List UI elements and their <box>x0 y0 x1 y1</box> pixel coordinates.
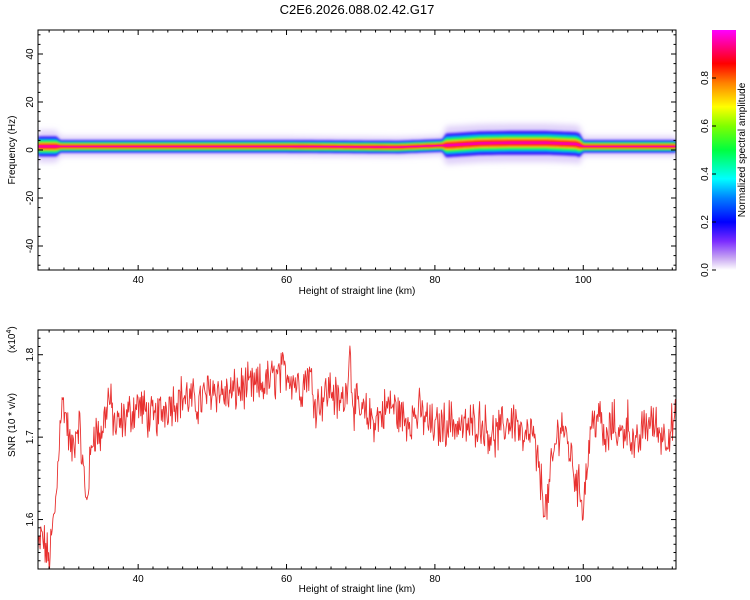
y-tick-label: 40 <box>25 48 36 60</box>
x-tick-label: 60 <box>281 275 293 286</box>
spectrogram-panel: 40 60 80 100 40 20 0 -20 -40 Height of straight … <box>7 29 677 297</box>
x-tick-label: 80 <box>429 574 441 585</box>
snr-frame <box>37 329 677 570</box>
snr-ylabel: SNR (10 * v/v) <box>7 393 18 457</box>
y-tick-label: 1.6 <box>25 512 36 526</box>
y-tick-label: -40 <box>25 238 36 253</box>
y-tick-label: 1.8 <box>25 347 36 361</box>
spectrogram-xlabel: Height of straight line (km) <box>299 286 416 297</box>
x-tick-label: 80 <box>429 275 441 286</box>
x-tick-label: 40 <box>133 574 145 585</box>
colorbar-tick-label: 0.8 <box>700 71 711 85</box>
colorbar-tick-label: 0.0 <box>700 263 711 277</box>
colorbar-scale <box>712 30 736 270</box>
spectrogram-ridge <box>38 123 676 165</box>
snr-series-line <box>38 345 676 569</box>
snr-xlabel: Height of straight line (km) <box>299 584 416 595</box>
snr-ticks: 40 60 80 100 1.6 1.7 1.8 <box>25 330 676 585</box>
y-tick-label: 0 <box>25 147 36 153</box>
colorbar-tick-label: 0.4 <box>700 167 711 181</box>
y-tick-label: 20 <box>25 96 36 108</box>
x-tick-label: 40 <box>133 275 145 286</box>
spectrogram-ticks: 40 60 80 100 40 20 0 -20 -40 <box>25 30 676 286</box>
colorbar: 0.0 0.2 0.4 0.6 0.8 Normalized spectral ampl… <box>700 30 748 277</box>
colorbar-label: Normalized spectral amplitude <box>737 82 748 217</box>
y-tick-label: -20 <box>25 190 36 205</box>
x-tick-label: 100 <box>575 275 592 286</box>
spectrogram-ylabel: Frequency (Hz) <box>7 116 18 185</box>
colorbar-ticks: 0.0 0.2 0.4 0.6 0.8 <box>700 71 716 277</box>
x-tick-label: 100 <box>575 574 592 585</box>
snr-panel: 40 60 80 100 1.6 1.7 1.8 Height of straight li… <box>6 326 677 595</box>
y-tick-label: 1.7 <box>25 430 36 444</box>
snr-scale-label: (x104) <box>6 326 18 353</box>
x-tick-label: 60 <box>281 574 293 585</box>
colorbar-tick-label: 0.6 <box>700 119 711 133</box>
colorbar-tick-label: 0.2 <box>700 215 711 229</box>
figure-title: C2E6.2026.088.02.42.G17 <box>280 2 435 17</box>
ridge-peak <box>38 141 676 148</box>
